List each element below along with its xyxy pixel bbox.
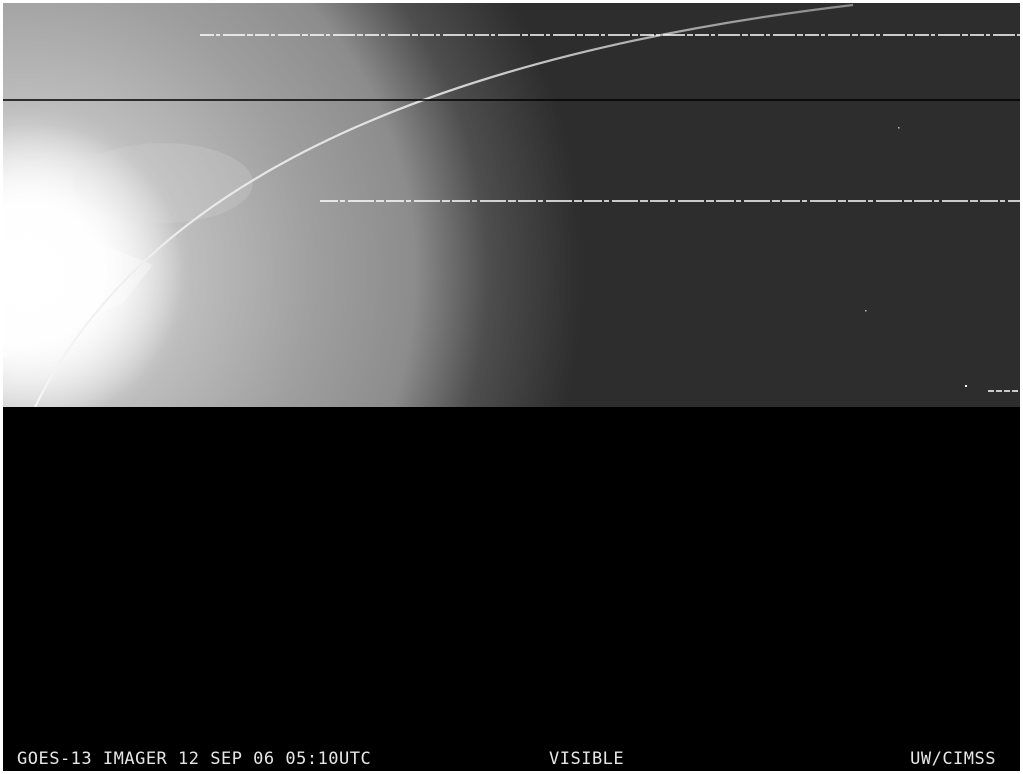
channel-label: VISIBLE [549,749,625,769]
satellite-timestamp-label: GOES-13 IMAGER 12 SEP 06 05:10UTC [17,749,372,769]
satellite-visible-image [3,3,1020,771]
image-frame: GOES-13 IMAGER 12 SEP 06 05:10UTC VISIBL… [3,3,1020,771]
noise-dot [898,127,900,129]
noise-dot [965,385,967,387]
noise-dot [865,310,867,312]
earth-limb-arc [34,3,854,408]
no-data-area [3,407,1020,771]
source-credit-label: UW/CIMSS [910,749,996,769]
image-band [3,3,1020,407]
image-caption-bar: GOES-13 IMAGER 12 SEP 06 05:10UTC VISIBL… [3,747,1020,771]
